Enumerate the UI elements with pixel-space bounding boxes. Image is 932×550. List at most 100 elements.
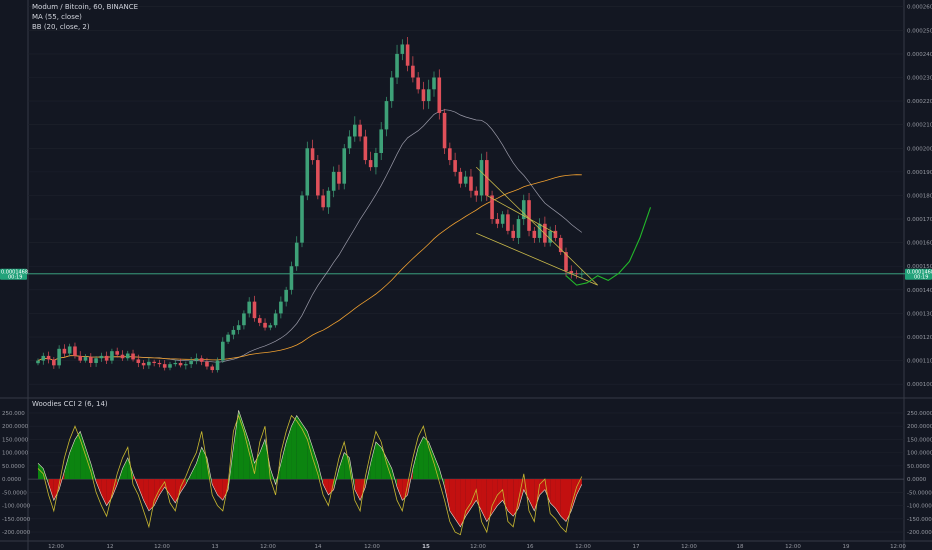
candle-body <box>284 289 288 302</box>
candle-body <box>490 195 494 220</box>
candle-body <box>173 362 178 365</box>
candle-body <box>263 322 267 328</box>
cci-tick-label-left: 50.0000 <box>2 464 25 470</box>
cci-histogram-segment <box>243 426 250 480</box>
candle <box>506 209 510 235</box>
candle-body <box>221 341 225 361</box>
cci-histogram-segment <box>434 455 440 480</box>
candle <box>379 122 383 161</box>
cci-histogram-segment <box>323 479 329 495</box>
candle-body <box>310 148 315 161</box>
legend-bb[interactable]: BB (20, close, 2) <box>32 23 90 31</box>
cci-histogram-segment <box>370 442 376 480</box>
candle <box>268 322 273 331</box>
candle-body <box>337 171 341 184</box>
cci-axis[interactable]: 250.0000 250.000 200.0000 200.0000 150.0000 1… <box>2 411 932 536</box>
candle-body <box>511 230 515 238</box>
candle-body <box>395 53 399 78</box>
candle-body <box>432 77 436 90</box>
candle <box>125 350 130 361</box>
cci-histogram-segment <box>418 436 424 480</box>
cci-tick-label: 150.0000 <box>907 437 932 443</box>
candle-body <box>184 364 188 366</box>
candle-body <box>548 230 552 243</box>
candle <box>184 361 188 370</box>
candle <box>110 348 114 364</box>
candle-body <box>115 351 119 355</box>
cci-line <box>37 410 583 528</box>
cci-histogram-segment <box>507 479 514 517</box>
candle <box>83 354 88 363</box>
time-tick-label: 12:00 <box>470 544 486 550</box>
candle-body <box>194 358 199 361</box>
candle-body <box>405 44 410 66</box>
candle <box>205 357 209 370</box>
cci-panel[interactable] <box>28 410 904 536</box>
legend-ma[interactable]: MA (55, close) <box>32 13 82 21</box>
cci-histogram-segment <box>492 479 498 514</box>
cci-legend[interactable]: Woodies CCI 2 (6, 14) <box>32 400 108 408</box>
candle <box>442 108 447 154</box>
legend-symbol[interactable]: Modum / Bitcoin, 60, BINANCE <box>32 3 139 11</box>
cci-histogram-segment <box>175 479 181 503</box>
cci-tick-label-left: 200.0000 <box>2 424 29 430</box>
cci-histogram-segment <box>53 479 60 501</box>
candle-body <box>479 160 484 196</box>
trendlines[interactable] <box>475 166 598 286</box>
candle <box>99 352 104 362</box>
time-tick-label: 17 <box>633 544 640 550</box>
cci-histogram-segment <box>555 479 561 517</box>
last-price-badge-right <box>905 268 932 280</box>
candle-body <box>57 348 61 366</box>
cci-histogram-segment <box>576 479 582 495</box>
candle <box>537 218 542 243</box>
time-tick-label: 16 <box>527 544 534 550</box>
candle-body <box>442 112 447 149</box>
candle-body <box>247 301 251 314</box>
candle-body <box>305 148 310 196</box>
candle-body <box>125 353 130 359</box>
candle <box>162 360 167 371</box>
cci-histogram-segment <box>191 463 197 480</box>
candle <box>580 269 584 279</box>
cci-histogram-segment <box>286 426 292 480</box>
last-price-label-left: 0.0001468 <box>1 269 28 275</box>
cci-histogram-segment <box>529 479 535 511</box>
cci-histogram-segment <box>143 479 149 511</box>
candle-body <box>569 270 574 274</box>
cci-tick-label: -50.0000 <box>907 490 932 496</box>
cci-histogram-segment <box>233 410 239 480</box>
candle-body <box>368 160 373 168</box>
candle <box>294 236 299 271</box>
time-axis[interactable]: 12:00 12 12:00 13 12:00 14 12:00 15 12:00 16 12:00… <box>48 544 906 550</box>
candle-body <box>41 355 46 361</box>
candle-body <box>131 353 135 360</box>
projection-path[interactable] <box>565 207 652 286</box>
cci-histogram-segment <box>344 452 350 480</box>
candle <box>469 169 473 198</box>
time-tick-label: 18 <box>737 544 744 550</box>
time-tick-label: 12:00 <box>48 544 64 550</box>
candle-body <box>294 242 299 267</box>
candle-body <box>553 230 558 238</box>
candle <box>558 234 563 256</box>
candle <box>337 164 341 190</box>
candle <box>432 71 436 97</box>
candle <box>284 286 288 307</box>
cci-histogram-segment <box>518 479 524 509</box>
candle-body <box>36 360 40 364</box>
candle <box>532 226 537 243</box>
candle-body <box>342 148 347 184</box>
candle <box>543 216 547 247</box>
cci-histogram-segment <box>164 479 170 495</box>
candle-body <box>437 77 442 113</box>
bb-basis-line <box>37 109 583 363</box>
candles[interactable] <box>36 36 584 373</box>
